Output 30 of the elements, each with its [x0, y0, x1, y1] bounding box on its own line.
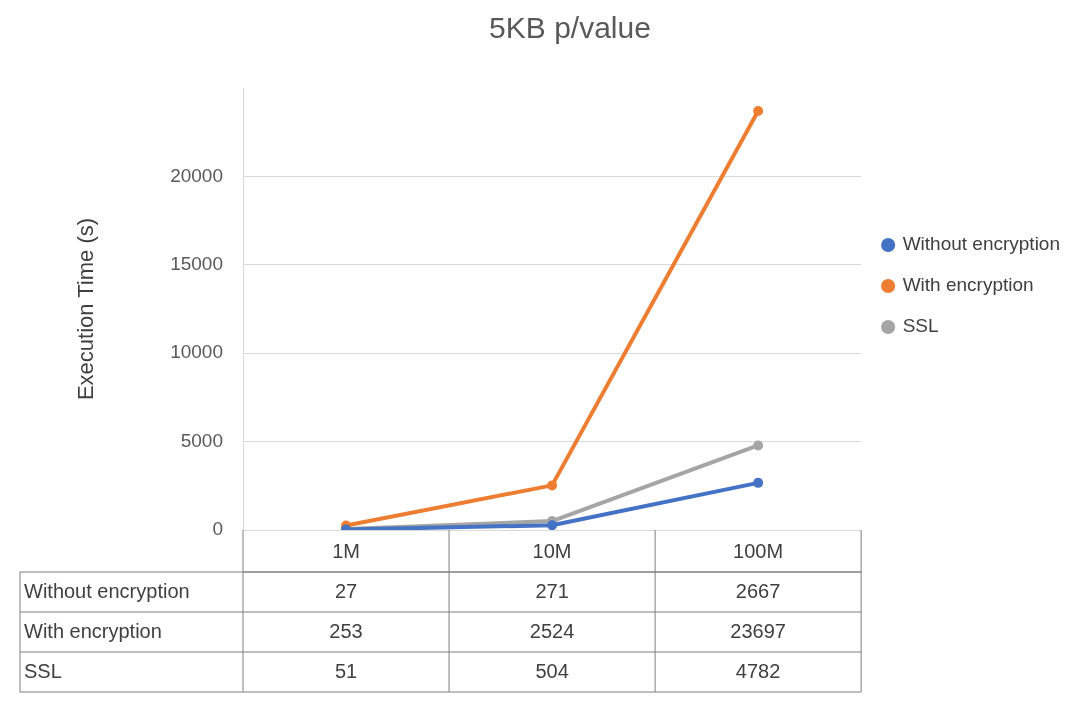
data-label: 4782 [735, 659, 781, 682]
y-axis-title: Execution Time (s) [73, 217, 99, 401]
data-label: 504 [535, 659, 569, 682]
data-label: 2667 [735, 579, 781, 602]
y-tick-label: 10000 [170, 341, 223, 363]
data-label: 27 [334, 579, 358, 602]
data-label: 23697 [730, 619, 786, 642]
legend-label: SSL [902, 315, 939, 337]
legend-label: Without encryption [902, 233, 1061, 255]
y-tick-label: 15000 [170, 253, 223, 275]
data-label: 253 [329, 619, 363, 642]
x-tick-label: 1M [332, 539, 360, 562]
chart-title: 5KB p/value [489, 11, 651, 45]
text: Without encryption [24, 579, 190, 602]
data-label: 2524 [529, 619, 575, 642]
point [547, 520, 558, 530]
y-tick-label: 0 [212, 518, 223, 540]
x-tick-label: 10M [532, 539, 572, 562]
point [547, 480, 558, 491]
legend-label: With encryption [902, 274, 1034, 296]
y-tick-label: 5000 [180, 429, 223, 451]
y-tick-label: 20000 [170, 164, 223, 186]
point [753, 106, 764, 117]
data-label: 51 [334, 659, 358, 682]
point [753, 440, 764, 451]
x-tick-label: 100M [733, 539, 784, 562]
text: With encryption [24, 619, 162, 642]
text: SSL [24, 659, 62, 682]
data-label: 271 [535, 579, 569, 602]
point [753, 477, 764, 488]
